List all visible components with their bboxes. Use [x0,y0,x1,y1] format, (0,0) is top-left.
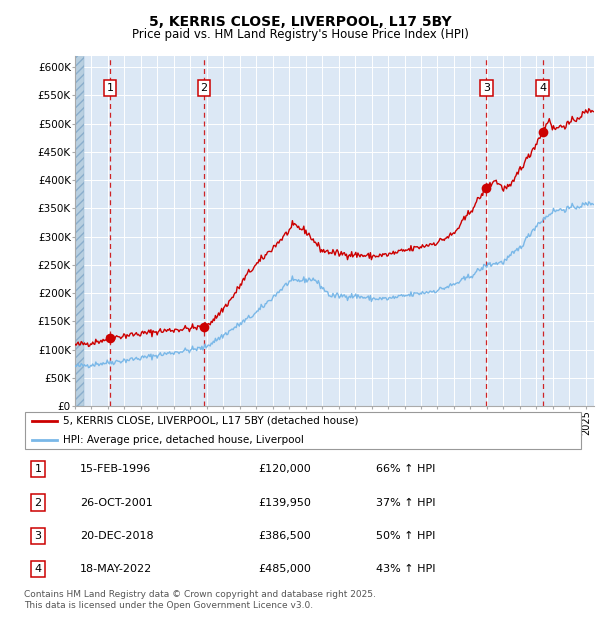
Text: 3: 3 [483,83,490,93]
Text: 4: 4 [539,83,546,93]
Text: 18-MAY-2022: 18-MAY-2022 [80,564,152,574]
Text: 43% ↑ HPI: 43% ↑ HPI [376,564,435,574]
Text: 20-DEC-2018: 20-DEC-2018 [80,531,154,541]
Text: £485,000: £485,000 [259,564,311,574]
Text: 26-OCT-2001: 26-OCT-2001 [80,498,152,508]
Text: £120,000: £120,000 [259,464,311,474]
Text: 5, KERRIS CLOSE, LIVERPOOL, L17 5BY: 5, KERRIS CLOSE, LIVERPOOL, L17 5BY [149,16,451,30]
Bar [75,39,84,406]
Text: 15-FEB-1996: 15-FEB-1996 [80,464,151,474]
Text: 3: 3 [34,531,41,541]
Text: 66% ↑ HPI: 66% ↑ HPI [376,464,435,474]
Text: 5, KERRIS CLOSE, LIVERPOOL, L17 5BY (detached house): 5, KERRIS CLOSE, LIVERPOOL, L17 5BY (det… [63,415,359,426]
Text: 50% ↑ HPI: 50% ↑ HPI [376,531,435,541]
Text: 2: 2 [34,498,41,508]
Text: 4: 4 [34,564,41,574]
Text: 37% ↑ HPI: 37% ↑ HPI [376,498,435,508]
Text: HPI: Average price, detached house, Liverpool: HPI: Average price, detached house, Live… [63,435,304,445]
Text: £139,950: £139,950 [259,498,311,508]
Text: 1: 1 [106,83,113,93]
Text: 1: 1 [34,464,41,474]
Text: 2: 2 [200,83,208,93]
FancyBboxPatch shape [25,412,581,449]
Text: Price paid vs. HM Land Registry's House Price Index (HPI): Price paid vs. HM Land Registry's House … [131,28,469,41]
Text: £386,500: £386,500 [259,531,311,541]
Text: Contains HM Land Registry data © Crown copyright and database right 2025.
This d: Contains HM Land Registry data © Crown c… [24,590,376,609]
